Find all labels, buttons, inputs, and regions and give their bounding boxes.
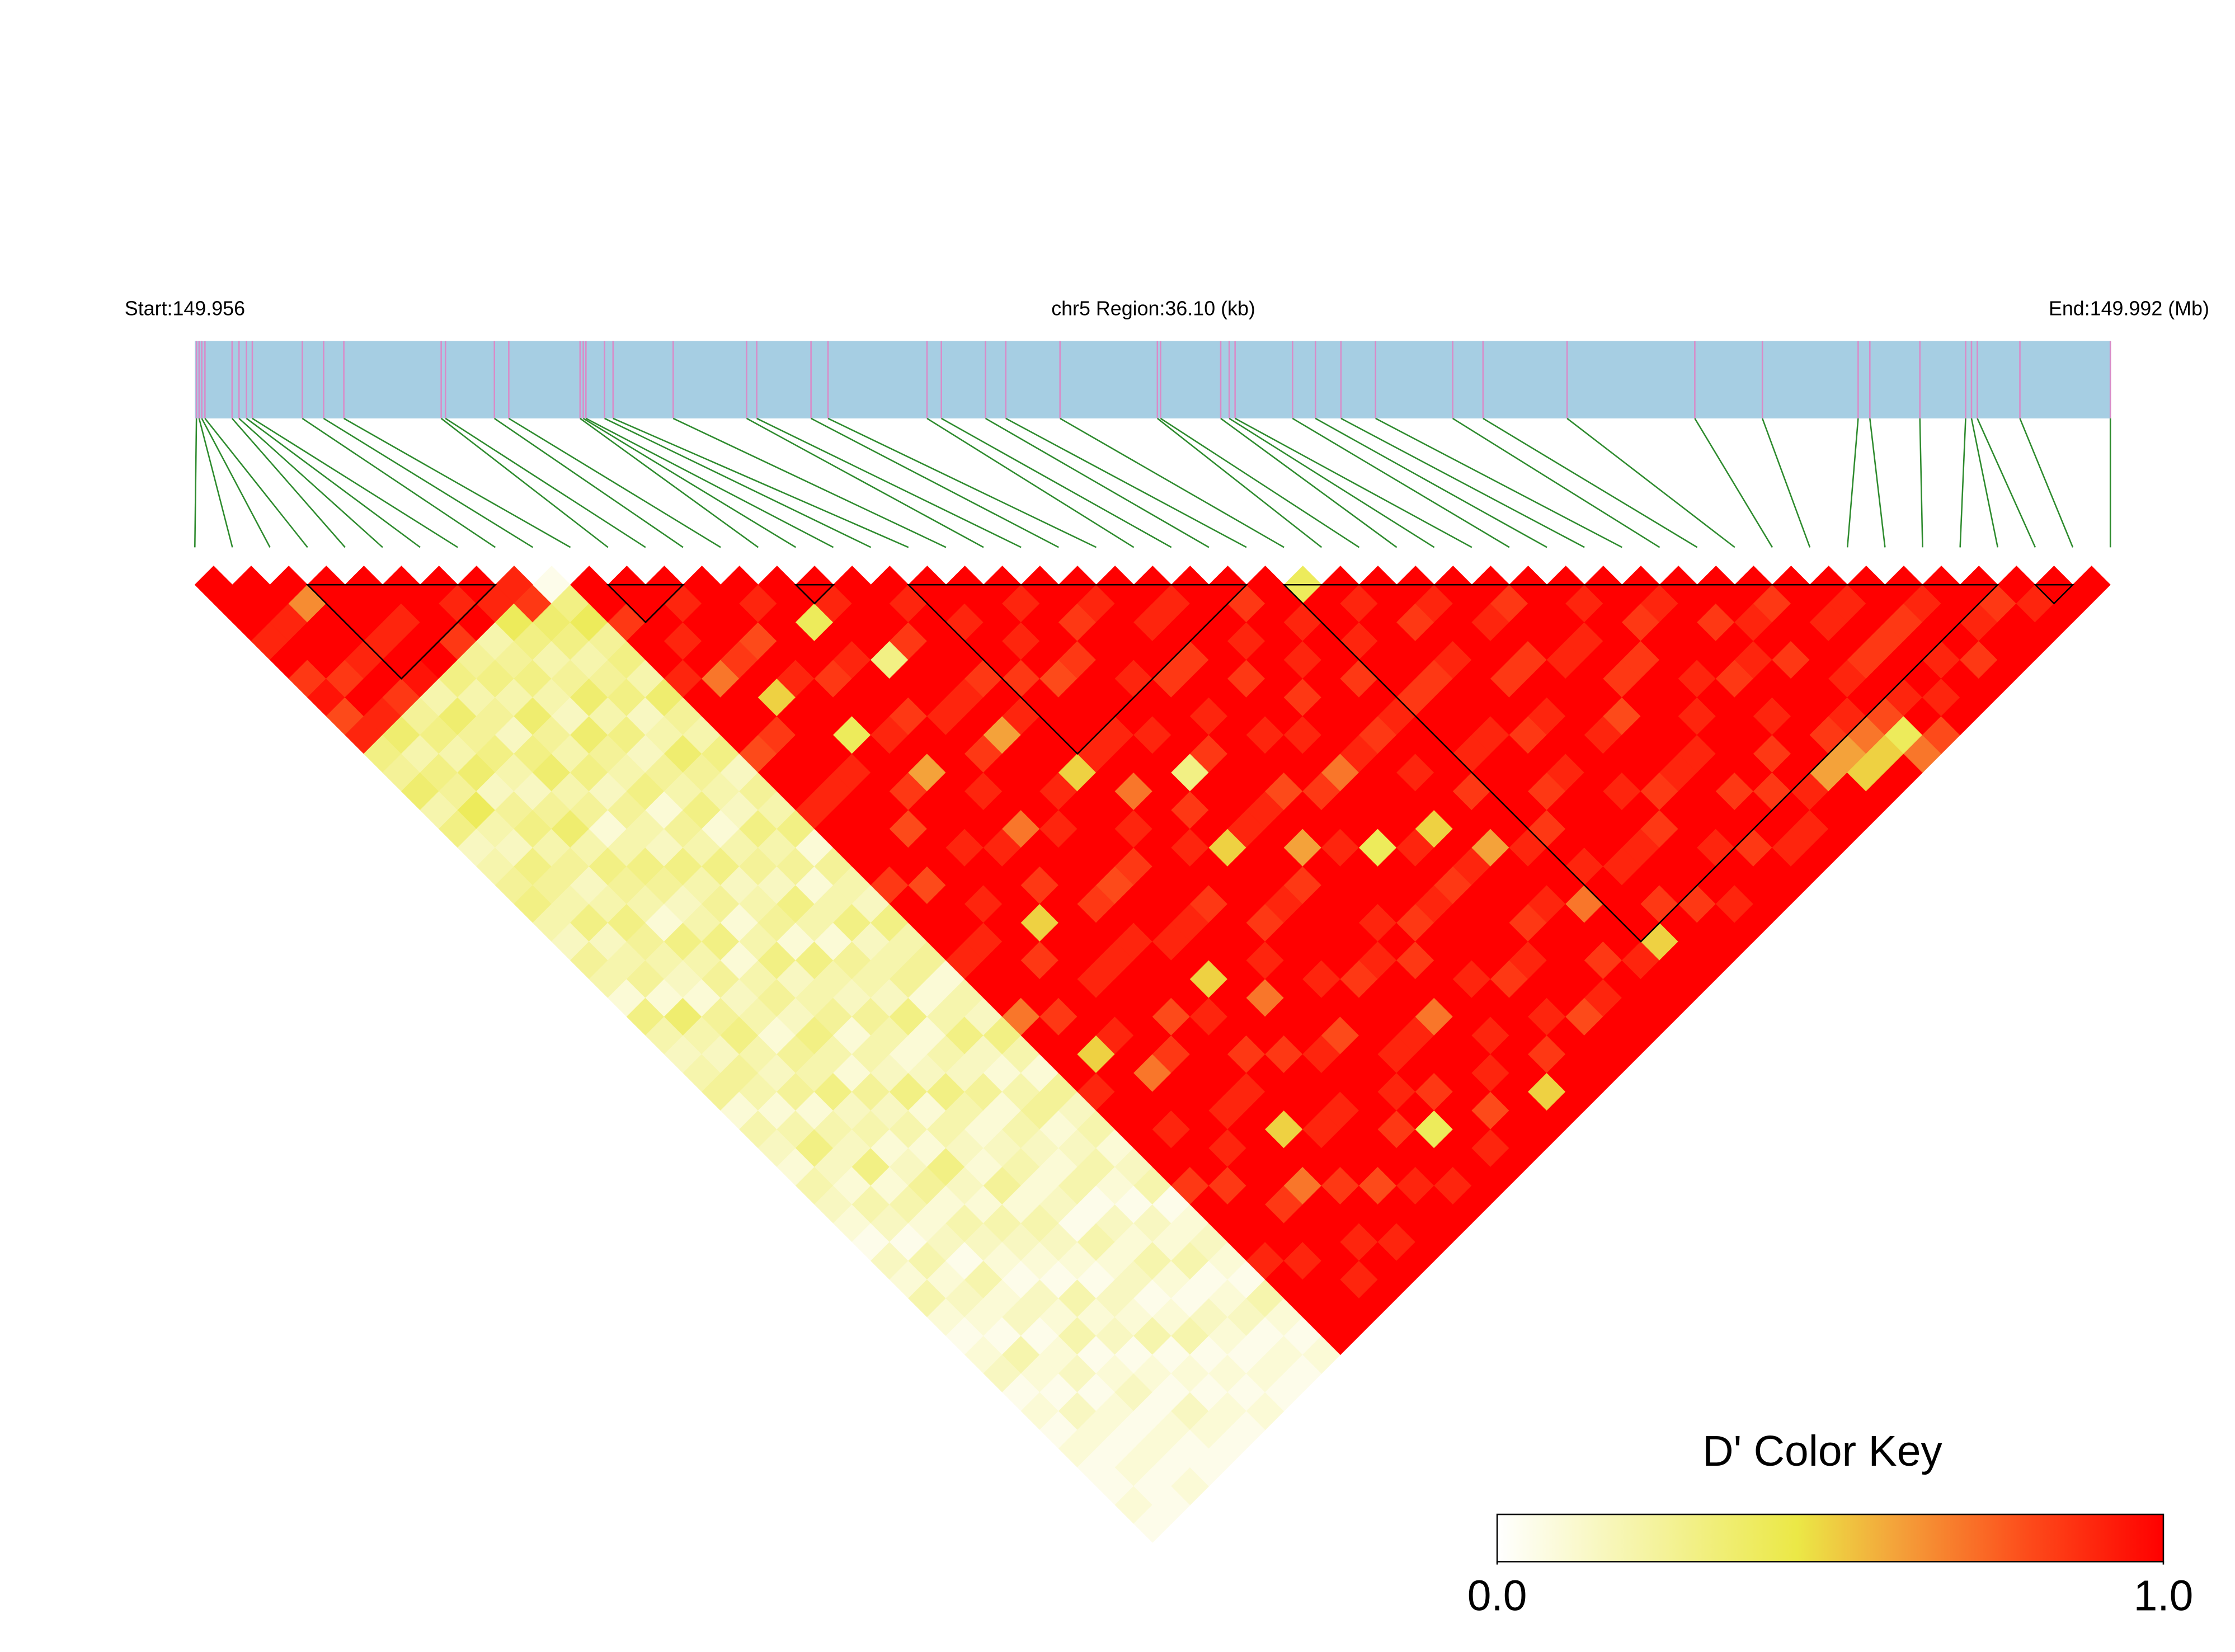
snp-connector (343, 417, 571, 548)
end-label: End:149.992 (Mb) (2049, 298, 2209, 320)
snp-connector (1160, 417, 1360, 548)
snp-connector (941, 417, 1172, 548)
start-label: Start:149.956 (125, 298, 245, 320)
snp-connector (580, 417, 759, 548)
snp-connector (231, 418, 346, 548)
ld-block (305, 583, 497, 680)
snp-connector (1292, 417, 1510, 548)
snp-connector (252, 417, 458, 548)
ld-block (906, 583, 1249, 755)
snp-connector (494, 417, 684, 548)
snp-connector (2019, 418, 2074, 548)
snp-connector (1970, 418, 1999, 548)
snp-connector (1869, 418, 1886, 548)
snp-connector (1005, 417, 1247, 548)
snp-connector (1315, 417, 1547, 548)
snp-connector (746, 417, 984, 548)
snp-connector (1157, 417, 1323, 548)
snp-connector (827, 417, 1097, 548)
snp-connector (926, 417, 1135, 548)
snp-connector (238, 417, 383, 548)
snp-connector (246, 417, 421, 548)
snp-connector (302, 417, 496, 548)
colorbar (1496, 1513, 2165, 1562)
snp-connector (201, 418, 271, 548)
snp-connector (1694, 418, 1773, 548)
ld-block (794, 583, 835, 605)
snp-connector (1220, 417, 1398, 548)
snp-connector (1375, 417, 1623, 548)
snp-connector (1846, 418, 1859, 548)
colorbar-tick-label: 0.0 (1467, 1572, 1527, 1620)
snp-connector (1977, 418, 2036, 548)
snp-connector (1959, 418, 1966, 548)
snp-connector (198, 418, 233, 548)
snp-connector (672, 417, 947, 548)
colorbar-title: D' Color Key (1702, 1427, 1942, 1475)
snp-connector (1761, 418, 1811, 548)
snp-connector (1235, 417, 1472, 548)
snp-connector (1340, 417, 1585, 548)
snp-connector (582, 417, 797, 548)
snp-connector (1229, 417, 1435, 548)
region-track (195, 341, 2111, 418)
snp-connector (1919, 418, 1923, 548)
snp-connector (1566, 417, 1735, 548)
snp-connector (613, 417, 909, 548)
colorbar-tick-label: 1.0 (2134, 1572, 2194, 1620)
chart-title: chr5 Region:36.10 (kb) (1051, 298, 1255, 320)
snp-connector (756, 417, 1022, 548)
snp-connector (585, 417, 834, 548)
snp-connector (445, 417, 646, 548)
snp-connector (811, 417, 1059, 548)
ld-block (606, 583, 685, 624)
snp-connector (1060, 417, 1284, 548)
snp-connector (1452, 417, 1660, 548)
snp-connector (194, 418, 197, 548)
snp-connector (508, 417, 721, 548)
snp-connector (1483, 417, 1698, 548)
snp-connector (323, 417, 534, 548)
ld-block (2033, 583, 2075, 605)
snp-connector (440, 417, 609, 548)
ld-block (1282, 583, 1999, 943)
ld-cell (2072, 566, 2111, 604)
snp-connector (985, 417, 1210, 548)
snp-connector (604, 417, 872, 548)
snp-connector (204, 418, 308, 548)
